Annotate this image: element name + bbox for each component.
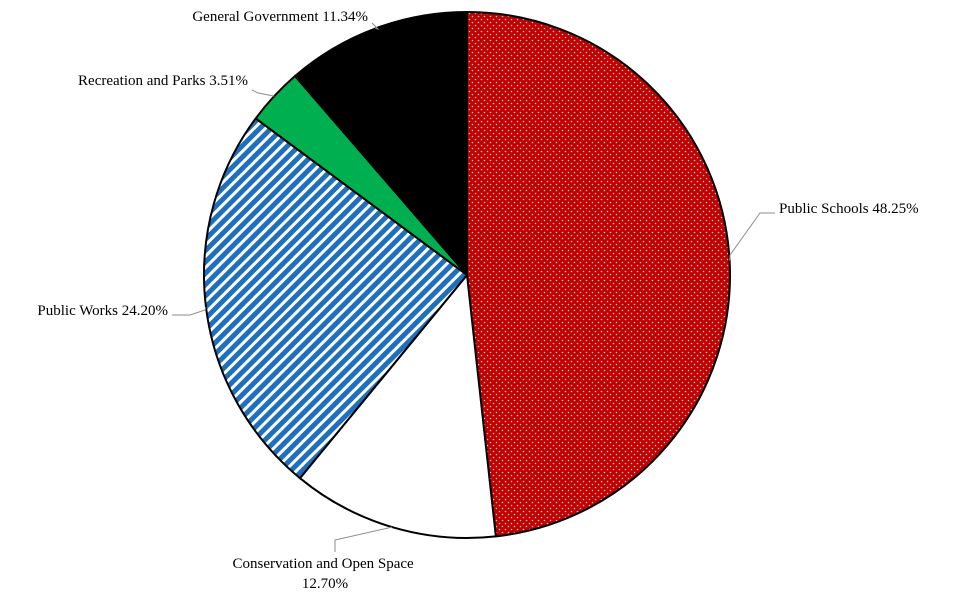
leader-public-schools [729, 212, 775, 261]
label-conservation-name: Conservation and Open Space [233, 556, 415, 572]
label-public-schools-name: Public Schools [779, 201, 869, 217]
slice-public-schools [466, 11, 731, 538]
leader-recreation-and-parks [251, 89, 275, 97]
label-public-works-value: 24.20% [122, 303, 168, 319]
label-conservation-value: 12.70% [302, 576, 348, 592]
label-public-works: Public Works 24.20% [37, 303, 168, 319]
label-public-schools: Public Schools 48.25% [779, 201, 919, 217]
label-public-schools-value: 48.25% [872, 201, 918, 217]
label-public-works-name: Public Works [37, 303, 118, 319]
pie-slices [203, 11, 731, 539]
label-recreation-parks-value: 3.51% [209, 73, 248, 89]
leader-public-works [172, 306, 207, 316]
label-general-government-value: 11.34% [322, 9, 368, 25]
label-recreation-parks-name: Recreation and Parks [78, 73, 206, 89]
leader-lines [172, 22, 775, 552]
label-general-government-name: General Government [192, 9, 319, 25]
leader-conservation-and-open-space [334, 526, 393, 552]
leader-general-government [371, 22, 380, 30]
label-general-government: General Government 11.34% [192, 9, 368, 25]
label-recreation-parks: Recreation and Parks 3.51% [78, 73, 248, 89]
label-conservation: Conservation and Open Space 12.70% [233, 556, 418, 592]
